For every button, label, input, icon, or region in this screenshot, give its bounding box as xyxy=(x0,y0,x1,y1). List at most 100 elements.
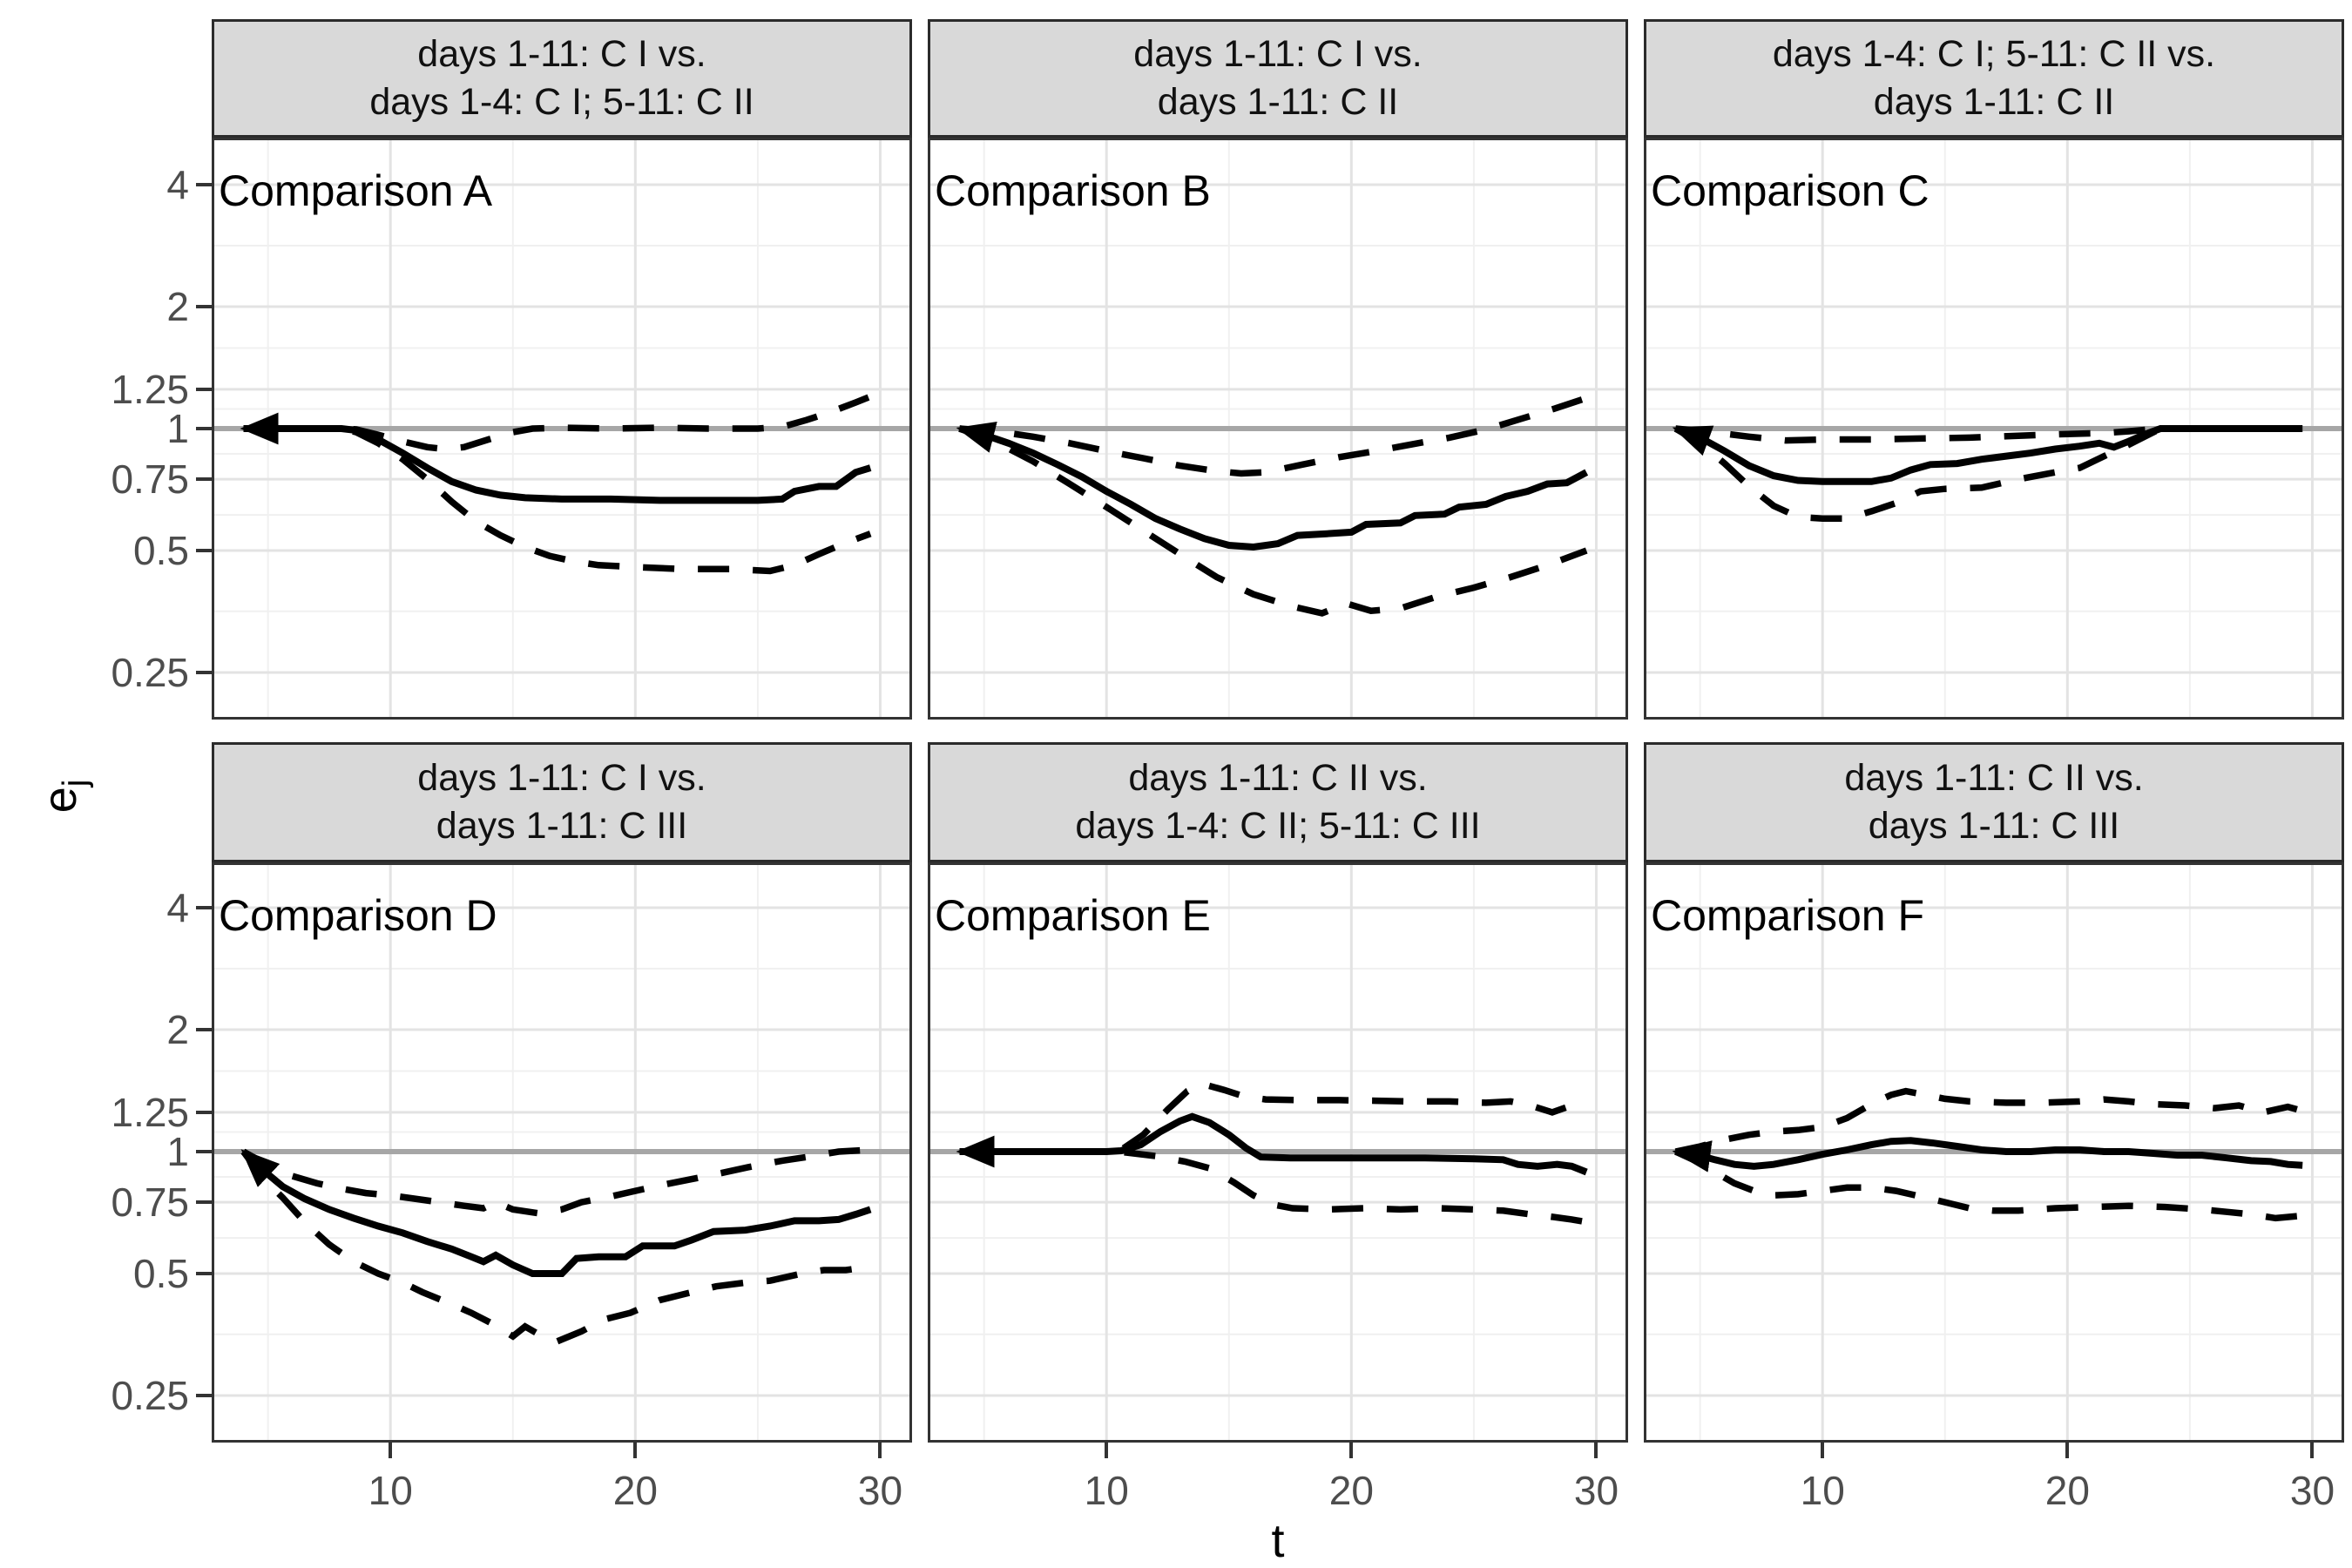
strip-title-line: days 1-11: C I vs. xyxy=(417,756,706,799)
x-tick-label: 10 xyxy=(1084,1468,1129,1513)
x-tick-label: 20 xyxy=(1328,1468,1374,1513)
panel-border xyxy=(212,862,912,1443)
y-tick-label: 1.25 xyxy=(111,366,189,412)
x-tick-label: 30 xyxy=(2289,1468,2335,1513)
median-line xyxy=(956,1112,1588,1176)
x-tick-mark xyxy=(1821,1443,1825,1458)
y-tick-label: 2 xyxy=(166,284,189,329)
panel-border xyxy=(928,138,1628,720)
panel-plot-A xyxy=(212,138,912,720)
ci-upper-line xyxy=(1675,425,2161,444)
y-tick-label: 1 xyxy=(166,1129,189,1174)
y-tick-mark xyxy=(196,1200,212,1205)
x-tick-label: 10 xyxy=(368,1468,413,1513)
ci-upper-line xyxy=(1674,1087,2304,1155)
strip-title-line: days 1-11: C II vs. xyxy=(1128,756,1428,799)
y-tick-label: 2 xyxy=(166,1007,189,1052)
median-line xyxy=(1672,1137,2303,1173)
facet-strip: days 1-11: C II vs. days 1-4: C II; 5-11:… xyxy=(928,742,1628,862)
y-tick-mark xyxy=(196,1028,212,1031)
x-tick-label: 20 xyxy=(612,1468,658,1513)
y-tick-mark xyxy=(196,183,212,186)
y-tick-mark xyxy=(196,387,212,391)
x-tick-mark xyxy=(2065,1443,2070,1458)
comparison-annotation: Comparison D xyxy=(219,891,497,940)
x-tick-label: 30 xyxy=(857,1468,903,1513)
y-tick-mark xyxy=(196,1394,212,1397)
y-tick-label: 0.5 xyxy=(133,528,189,573)
x-tick-mark xyxy=(1594,1443,1598,1458)
y-tick-label: 0.75 xyxy=(111,456,189,503)
strip-title-line: days 1-11: C II xyxy=(1157,81,1399,123)
y-tick-mark xyxy=(196,477,212,482)
x-tick-mark xyxy=(389,1443,393,1458)
y-tick-label: 0.25 xyxy=(111,1373,189,1418)
ci-lower-line xyxy=(958,425,1588,617)
facet-strip: days 1-11: C I vs. days 1-11: C III xyxy=(212,742,912,862)
x-tick-mark xyxy=(633,1443,638,1458)
comparison-annotation: Comparison F xyxy=(1651,891,1924,940)
y-tick-label: 0.5 xyxy=(133,1251,189,1296)
comparison-annotation: Comparison A xyxy=(219,166,493,215)
y-axis-title-base: e xyxy=(34,787,87,814)
panel-plot-C xyxy=(1644,138,2344,720)
strip-title-line: days 1-11: C III xyxy=(1868,805,2120,847)
strip-title-line: days 1-4: C I; 5-11: C II xyxy=(369,81,754,123)
strip-title-line: days 1-11: C III xyxy=(436,805,688,847)
y-tick-label: 4 xyxy=(166,162,189,207)
median-line xyxy=(956,422,1589,551)
facet-strip: days 1-11: C I vs. days 1-4: C I; 5-11: C… xyxy=(212,19,912,138)
y-tick-label: 1.25 xyxy=(111,1089,189,1135)
facet-strip: days 1-11: C I vs. days 1-11: C II xyxy=(928,19,1628,138)
ci-upper-line xyxy=(959,1080,1587,1155)
y-tick-mark xyxy=(196,305,212,308)
panel-border xyxy=(928,862,1628,1443)
median-line xyxy=(240,1149,872,1277)
ci-lower-line xyxy=(243,425,872,575)
x-tick-mark xyxy=(1349,1443,1354,1458)
y-tick-mark xyxy=(196,427,212,430)
ci-lower-line xyxy=(959,1148,1587,1226)
strip-title-line: days 1-4: C I; 5-11: C II vs. xyxy=(1772,32,2216,75)
y-tick-mark xyxy=(196,671,212,674)
y-tick-mark xyxy=(196,549,212,552)
panel-border xyxy=(1644,862,2344,1443)
ci-upper-line xyxy=(243,393,872,453)
x-tick-label: 10 xyxy=(1800,1468,1845,1513)
strip-title-line: days 1-11: C II xyxy=(1873,81,2115,123)
ci-upper-line xyxy=(241,1146,871,1217)
panel-border xyxy=(212,138,912,720)
x-axis-title: t xyxy=(1271,1515,1285,1567)
ci-lower-line xyxy=(1673,425,2162,522)
ci-lower-line xyxy=(1673,1148,2303,1222)
median-line xyxy=(1672,425,2303,485)
comparison-annotation: Comparison B xyxy=(935,166,1211,215)
y-tick-mark xyxy=(196,1272,212,1275)
panel-plot-F xyxy=(1644,862,2344,1443)
panel-plot-E xyxy=(928,862,1628,1443)
y-tick-mark xyxy=(196,906,212,909)
facet-strip: days 1-11: C II vs. days 1-11: C III xyxy=(1644,742,2344,862)
strip-title-line: days 1-4: C II; 5-11: C III xyxy=(1075,805,1481,847)
panel-plot-D xyxy=(212,862,912,1443)
y-tick-label: 4 xyxy=(166,885,189,930)
ci-lower-line xyxy=(240,1149,871,1345)
ci-upper-line xyxy=(959,395,1588,477)
y-tick-label: 0.75 xyxy=(111,1179,189,1226)
x-tick-label: 30 xyxy=(1573,1468,1619,1513)
strip-title-line: days 1-11: C I vs. xyxy=(417,32,706,75)
panel-border xyxy=(1644,138,2344,720)
y-tick-mark xyxy=(196,1110,212,1114)
y-tick-label: 0.25 xyxy=(111,650,189,695)
x-tick-mark xyxy=(1105,1443,1109,1458)
strip-title-line: days 1-11: C I vs. xyxy=(1133,32,1423,75)
y-axis-title-subscript: j xyxy=(56,779,94,787)
y-axis-title: ej xyxy=(34,709,102,883)
y-tick-mark xyxy=(196,1150,212,1153)
panel-plot-B xyxy=(928,138,1628,720)
facet-strip: days 1-4: C I; 5-11: C II vs. days 1-11: … xyxy=(1644,19,2344,138)
x-tick-mark xyxy=(878,1443,882,1458)
y-tick-label: 1 xyxy=(166,406,189,451)
comparison-annotation: Comparison C xyxy=(1651,166,1930,215)
